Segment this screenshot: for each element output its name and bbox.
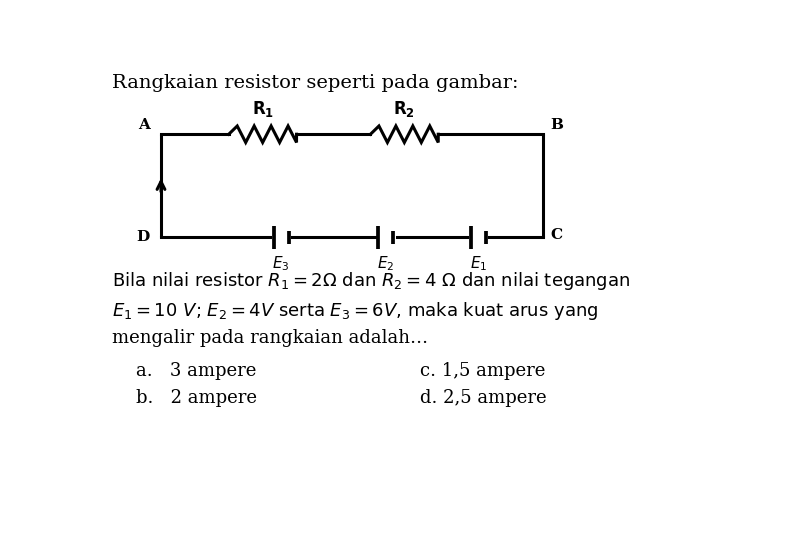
Text: Rangkaian resistor seperti pada gambar:: Rangkaian resistor seperti pada gambar:: [111, 74, 518, 93]
Text: $E_1 = 10\ V$; $E_2 = 4V$ serta $E_3 = 6V$, maka kuat arus yang: $E_1 = 10\ V$; $E_2 = 4V$ serta $E_3 = 6…: [111, 300, 598, 322]
Text: $E_2$: $E_2$: [377, 255, 394, 273]
Text: C: C: [550, 228, 563, 242]
Text: A: A: [138, 118, 150, 132]
Text: d. 2,5 ampere: d. 2,5 ampere: [420, 389, 546, 407]
Text: b.   2 ampere: b. 2 ampere: [137, 389, 258, 407]
Text: $E_3$: $E_3$: [273, 255, 290, 273]
Text: Bila nilai resistor $R_1 = 2\Omega$ dan $R_2 = 4\ \Omega$ dan nilai tegangan: Bila nilai resistor $R_1 = 2\Omega$ dan …: [111, 270, 630, 292]
Text: mengalir pada rangkaian adalah…: mengalir pada rangkaian adalah…: [111, 330, 428, 348]
Text: a.   3 ampere: a. 3 ampere: [137, 362, 257, 380]
Text: $\mathbf{R_1}$: $\mathbf{R_1}$: [251, 98, 273, 119]
Text: $E_1$: $E_1$: [470, 255, 487, 273]
Text: B: B: [550, 118, 564, 132]
Text: c. 1,5 ampere: c. 1,5 ampere: [420, 362, 545, 380]
Text: D: D: [137, 230, 150, 244]
Text: $\mathbf{R_2}$: $\mathbf{R_2}$: [394, 98, 415, 119]
